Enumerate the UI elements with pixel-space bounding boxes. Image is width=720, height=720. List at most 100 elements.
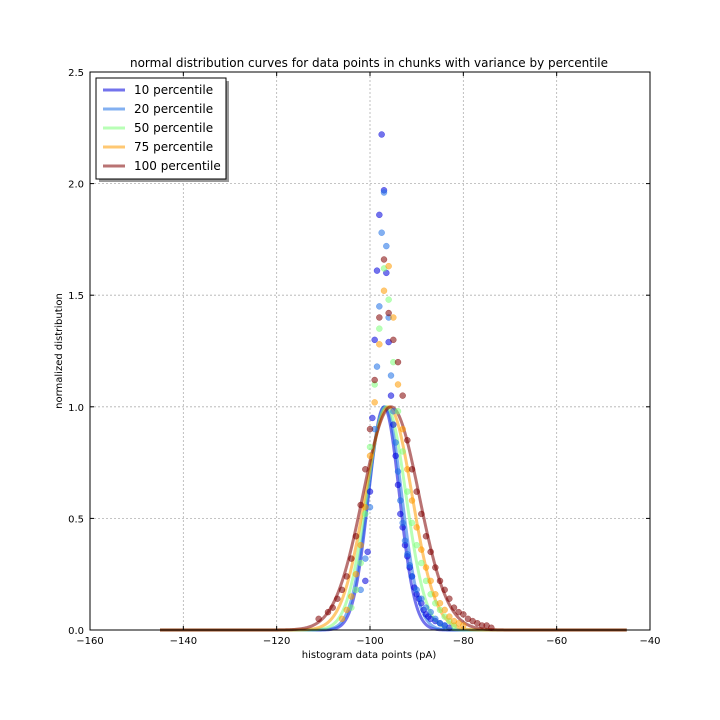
y-tick-label: 0.5 xyxy=(68,514,84,525)
scatter-point xyxy=(460,611,467,618)
scatter-point xyxy=(364,548,371,556)
y-axis-label: normalized distribution xyxy=(54,293,65,409)
scatter-point xyxy=(362,466,369,473)
y-tick-label: 1.0 xyxy=(68,403,84,414)
legend-label: 10 percentile xyxy=(134,83,213,97)
scatter-point xyxy=(352,533,360,540)
scatter-point xyxy=(394,481,402,489)
scatter-point xyxy=(385,262,392,270)
scatter-point xyxy=(343,573,350,580)
scatter-point xyxy=(488,624,495,632)
scatter-point xyxy=(422,564,430,571)
scatter-point xyxy=(432,564,439,571)
scatter-point xyxy=(397,497,404,504)
scatter-point xyxy=(371,399,378,406)
scatter-point xyxy=(413,524,420,531)
scatter-point xyxy=(397,510,404,518)
scatter-point xyxy=(366,452,374,460)
chart-title: normal distribution curves for data poin… xyxy=(130,56,608,70)
legend-label: 50 percentile xyxy=(134,121,213,135)
scatter-point xyxy=(399,519,406,527)
scatter-point xyxy=(357,541,364,549)
x-tick-label: −40 xyxy=(639,636,660,647)
y-tick-label: 0.0 xyxy=(68,626,84,637)
scatter-point xyxy=(390,336,397,344)
scatter-point xyxy=(343,606,350,614)
scatter-point xyxy=(408,466,416,473)
scatter-point xyxy=(376,314,383,321)
scatter-point xyxy=(338,586,346,594)
scatter-point xyxy=(376,341,383,348)
scatter-point xyxy=(399,448,406,455)
scatter-point xyxy=(338,615,346,623)
scatter-point xyxy=(329,604,336,611)
scatter-point xyxy=(446,595,453,602)
scatter-point xyxy=(436,599,444,607)
scatter-point xyxy=(362,510,369,518)
scatter-point xyxy=(404,437,411,444)
scatter-point xyxy=(406,562,413,569)
legend-label: 100 percentile xyxy=(134,159,221,173)
scatter-point xyxy=(422,533,430,540)
scatter-point xyxy=(394,468,402,475)
scatter-point xyxy=(418,595,425,602)
scatter-point xyxy=(373,363,381,370)
ticks: −160 −140 −120 −100 −80 −60 −40 0.0 0.5 1.0 1.5 2.0… xyxy=(68,68,660,647)
scatter-point xyxy=(366,488,374,495)
scatter-point xyxy=(408,573,416,580)
scatter-point xyxy=(378,131,385,138)
x-tick-label: −60 xyxy=(546,636,567,647)
scatter-point xyxy=(408,497,416,504)
scatter-point xyxy=(422,604,430,611)
scatter-point xyxy=(399,392,406,399)
scatter-point xyxy=(394,381,402,388)
scatter-point xyxy=(324,608,332,616)
scatter-point xyxy=(348,593,355,600)
scatter-point xyxy=(418,546,425,553)
scatter-point xyxy=(315,615,322,623)
scatter-point xyxy=(352,586,360,594)
scatter-point xyxy=(418,510,425,518)
scatter-point xyxy=(390,314,397,321)
scatter-point xyxy=(404,488,411,495)
scatter-point xyxy=(362,555,369,562)
scatter-point xyxy=(380,189,388,196)
scatter-point xyxy=(371,376,378,384)
scatter-point xyxy=(348,555,355,562)
x-tick-label: −100 xyxy=(356,636,383,647)
y-tick-label: 1.5 xyxy=(68,291,84,302)
scatter-point xyxy=(376,303,383,310)
scatter-point xyxy=(432,615,439,623)
scatter-point xyxy=(352,570,360,578)
scatter-point xyxy=(413,586,420,594)
scatter-point xyxy=(394,408,402,415)
scatter-points xyxy=(315,131,495,632)
scatter-point xyxy=(408,519,416,527)
legend-label: 75 percentile xyxy=(134,140,213,154)
scatter-point xyxy=(380,256,388,263)
scatter-point xyxy=(376,211,383,219)
scatter-point xyxy=(383,242,390,250)
x-tick-label: −80 xyxy=(453,636,474,647)
scatter-point xyxy=(385,309,392,317)
scatter-point xyxy=(376,325,383,332)
y-tick-label: 2.5 xyxy=(68,68,84,79)
scatter-point xyxy=(387,372,395,379)
scatter-point xyxy=(394,358,402,366)
scatter-point xyxy=(390,421,397,428)
scatter-point xyxy=(366,443,374,451)
scatter-point xyxy=(373,267,381,274)
scatter-point xyxy=(446,613,453,620)
scatter-point xyxy=(387,392,395,399)
scatter-point xyxy=(385,296,392,303)
scatter-point xyxy=(413,541,420,549)
scatter-point xyxy=(436,577,444,585)
scatter-point xyxy=(441,586,448,594)
scatter-point xyxy=(427,608,434,616)
scatter-point xyxy=(357,559,364,567)
x-axis-label: histogram data points (pA) xyxy=(302,650,437,661)
scatter-point xyxy=(427,577,434,585)
scatter-point xyxy=(378,229,385,236)
scatter-point xyxy=(357,501,364,509)
y-tick-label: 2.0 xyxy=(68,180,84,191)
